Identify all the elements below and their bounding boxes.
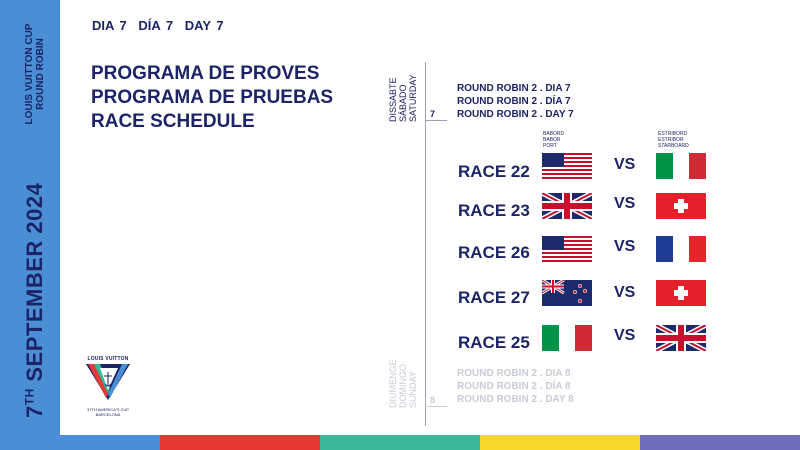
tomorrow-weekday-ca: DIUMENGE <box>388 359 398 408</box>
race-label: RACE 23 <box>458 201 530 220</box>
logo-sub-2: BARCELONA <box>95 412 121 417</box>
day-label-ca: DIA 7 <box>92 18 127 33</box>
starboard-ca: ESTRIBORD <box>658 131 688 137</box>
race-label: RACE 25 <box>458 333 530 352</box>
page-title: PROGRAMA DE PROVES PROGRAMA DE PRUEBAS R… <box>91 62 333 134</box>
vs-label: VS <box>614 156 636 173</box>
day-label-es: DÍA 7 <box>138 18 174 33</box>
tomorrow-rr-es: ROUND ROBIN 2 . DÍA 8 <box>457 381 571 392</box>
logo-brand: LOUIS VUITTON <box>87 356 129 362</box>
tomorrow-rr-ca: ROUND ROBIN 2 . DIA 8 <box>457 368 571 379</box>
bar-yellow <box>480 435 640 450</box>
bottom-color-bar <box>0 435 800 450</box>
port-ca: BABORD <box>543 131 565 137</box>
timeline-divider <box>425 62 426 426</box>
logo-emblem-icon <box>86 364 130 400</box>
uk-flag-icon <box>542 193 592 219</box>
series-line-2: ROUND ROBIN <box>35 38 46 110</box>
france-flag-icon <box>656 236 706 262</box>
title-ca: PROGRAMA DE PROVES <box>91 63 320 84</box>
today-day-number: 7 <box>430 109 436 119</box>
today-weekday-ca: DISSABTE <box>388 77 398 122</box>
today-weekday-en: SATURDAY <box>408 74 418 122</box>
starboard-es: ESTRIBOR <box>658 137 684 143</box>
vs-label: VS <box>614 284 636 301</box>
tomorrow-weekday-es: DOMINGO <box>398 364 408 408</box>
uk-flag-icon <box>656 325 706 351</box>
bar-blue <box>0 435 160 450</box>
today-rr-en: ROUND ROBIN 2 . DAY 7 <box>457 109 574 120</box>
today-rr-ca: ROUND ROBIN 2 . DIA 7 <box>457 83 571 94</box>
vs-label: VS <box>614 195 636 212</box>
new-zealand-flag-icon <box>542 280 592 306</box>
today-weekday: DISSABTE SÁBADO SATURDAY <box>388 74 418 122</box>
usa-flag-icon <box>542 153 592 179</box>
series-label: LOUIS VUITTON CUP ROUND ROBIN <box>24 16 46 132</box>
event-date: 7TH SEPTEMBER 2024 <box>22 183 48 418</box>
port-es: BABOR <box>543 137 561 143</box>
date-rest: SEPTEMBER 2024 <box>22 182 47 389</box>
usa-flag-icon <box>542 236 592 262</box>
logo-sub-1: 37TH AMERICA'S CUP <box>87 407 129 412</box>
switzerland-flag-icon <box>656 193 706 219</box>
switzerland-flag-icon <box>656 280 706 306</box>
title-en: RACE SCHEDULE <box>91 111 255 132</box>
race-label: RACE 22 <box>458 162 530 181</box>
bar-green <box>320 435 480 450</box>
port-en: PORT <box>543 143 557 149</box>
race-label: RACE 27 <box>458 288 530 307</box>
tomorrow-rr-en: ROUND ROBIN 2 . DAY 8 <box>457 394 574 405</box>
louis-vuitton-cup-logo: LOUIS VUITTON 37TH AMERICA'S CUP BARCELO… <box>84 356 132 420</box>
italy-flag-icon <box>542 325 592 351</box>
title-es: PROGRAMA DE PRUEBAS <box>91 87 334 108</box>
timeline-tick-dim <box>425 406 447 407</box>
bar-red <box>160 435 320 450</box>
bar-purple <box>640 435 800 450</box>
starboard-en: STARBOARD <box>658 143 689 149</box>
today-weekday-es: SÁBADO <box>398 84 408 122</box>
today-rr-es: ROUND ROBIN 2 . DÍA 7 <box>457 96 571 107</box>
series-line-1: LOUIS VUITTON CUP <box>24 23 35 125</box>
day-labels: DIA 7 DÍA 7 DAY 7 <box>92 18 230 33</box>
day-label-en: DAY 7 <box>184 18 224 33</box>
date-suffix: TH <box>22 388 37 406</box>
race-label: RACE 26 <box>458 243 530 262</box>
vs-label: VS <box>614 238 636 255</box>
timeline-tick <box>425 120 447 121</box>
tomorrow-weekday: DIUMENGE DOMINGO SUNDAY <box>388 359 418 408</box>
sidebar <box>0 0 60 435</box>
date-day: 7 <box>22 405 47 418</box>
tomorrow-day-number: 8 <box>430 395 436 405</box>
vs-label: VS <box>614 327 636 344</box>
tomorrow-weekday-en: SUNDAY <box>408 371 418 408</box>
starboard-header: ESTRIBORD ESTRIBOR STARBOARD <box>658 131 689 149</box>
today-round-robin: ROUND ROBIN 2 . DIA 7 ROUND ROBIN 2 . DÍ… <box>457 82 574 121</box>
port-header: BABORD BABOR PORT <box>543 131 564 149</box>
tomorrow-round-robin: ROUND ROBIN 2 . DIA 8 ROUND ROBIN 2 . DÍ… <box>457 367 574 406</box>
italy-flag-icon <box>656 153 706 179</box>
